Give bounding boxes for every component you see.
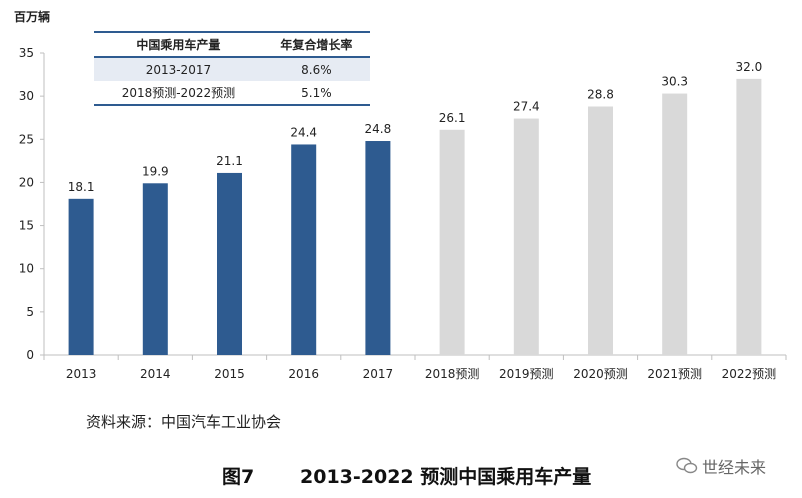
x-tick-label: 2020预测	[573, 367, 628, 381]
x-tick-label: 2015	[214, 367, 245, 381]
data-label: 32.0	[736, 60, 763, 74]
bar	[68, 198, 94, 355]
y-tick-label: 10	[19, 262, 34, 276]
x-tick-label: 2021预测	[647, 367, 702, 381]
table-cell: 5.1%	[262, 81, 370, 106]
y-tick-label: 5	[26, 305, 34, 319]
source-note: 资料来源：中国汽车工业协会	[86, 413, 282, 431]
table-cell: 8.6%	[262, 57, 370, 81]
bar	[588, 106, 613, 355]
x-tick-label: 2014	[140, 367, 171, 381]
x-tick-label: 2016	[288, 367, 319, 381]
data-label: 19.9	[142, 164, 169, 178]
bar	[662, 93, 688, 355]
y-unit-label: 百万辆	[14, 10, 51, 24]
table-row: 2013-2017 8.6%	[94, 57, 370, 81]
y-tick-label: 35	[19, 46, 34, 60]
table-header-cell: 中国乘用车产量	[94, 31, 263, 58]
table-cell: 2013-2017	[94, 57, 263, 81]
y-tick-label: 20	[19, 175, 34, 189]
bar	[142, 183, 168, 355]
figure-title: 2013-2022 预测中国乘用车产量	[300, 466, 592, 488]
bar	[736, 78, 762, 355]
table-row: 2018预测-2022预测 5.1%	[94, 81, 370, 106]
x-tick-label: 2017	[363, 367, 394, 381]
watermark: 世经未来	[676, 454, 766, 478]
x-tick-label: 2019预测	[499, 367, 554, 381]
table-cell: 2018预测-2022预测	[94, 81, 263, 106]
data-label: 30.3	[661, 75, 688, 89]
watermark-text: 世经未来	[702, 458, 767, 477]
table-header-row: 中国乘用车产量 年复合增长率	[94, 31, 370, 58]
y-tick-label: 25	[19, 132, 34, 146]
bar	[217, 172, 242, 355]
x-tick-label: 2022预测	[722, 367, 777, 381]
growth-rate-table: 中国乘用车产量 年复合增长率 2013-2017 8.6% 2018预测-202…	[94, 31, 370, 106]
table-header-cell: 年复合增长率	[262, 31, 370, 58]
data-label: 24.8	[365, 122, 392, 136]
data-label: 28.8	[587, 87, 614, 101]
y-tick-label: 15	[19, 219, 34, 233]
data-label: 21.1	[216, 154, 243, 168]
data-label: 27.4	[513, 100, 540, 114]
data-label: 26.1	[439, 111, 466, 125]
y-tick-label: 0	[26, 348, 34, 362]
data-label: 24.4	[290, 125, 317, 139]
y-tick-label: 30	[19, 89, 34, 103]
x-tick-label: 2018预测	[425, 367, 480, 381]
bar	[513, 118, 539, 355]
data-label: 18.1	[68, 180, 95, 194]
bar	[365, 141, 391, 355]
x-tick-label: 2013	[66, 367, 97, 381]
figure-number: 图7	[222, 466, 255, 488]
bar	[439, 129, 465, 355]
bar	[291, 144, 317, 355]
wechat-icon	[676, 457, 698, 474]
